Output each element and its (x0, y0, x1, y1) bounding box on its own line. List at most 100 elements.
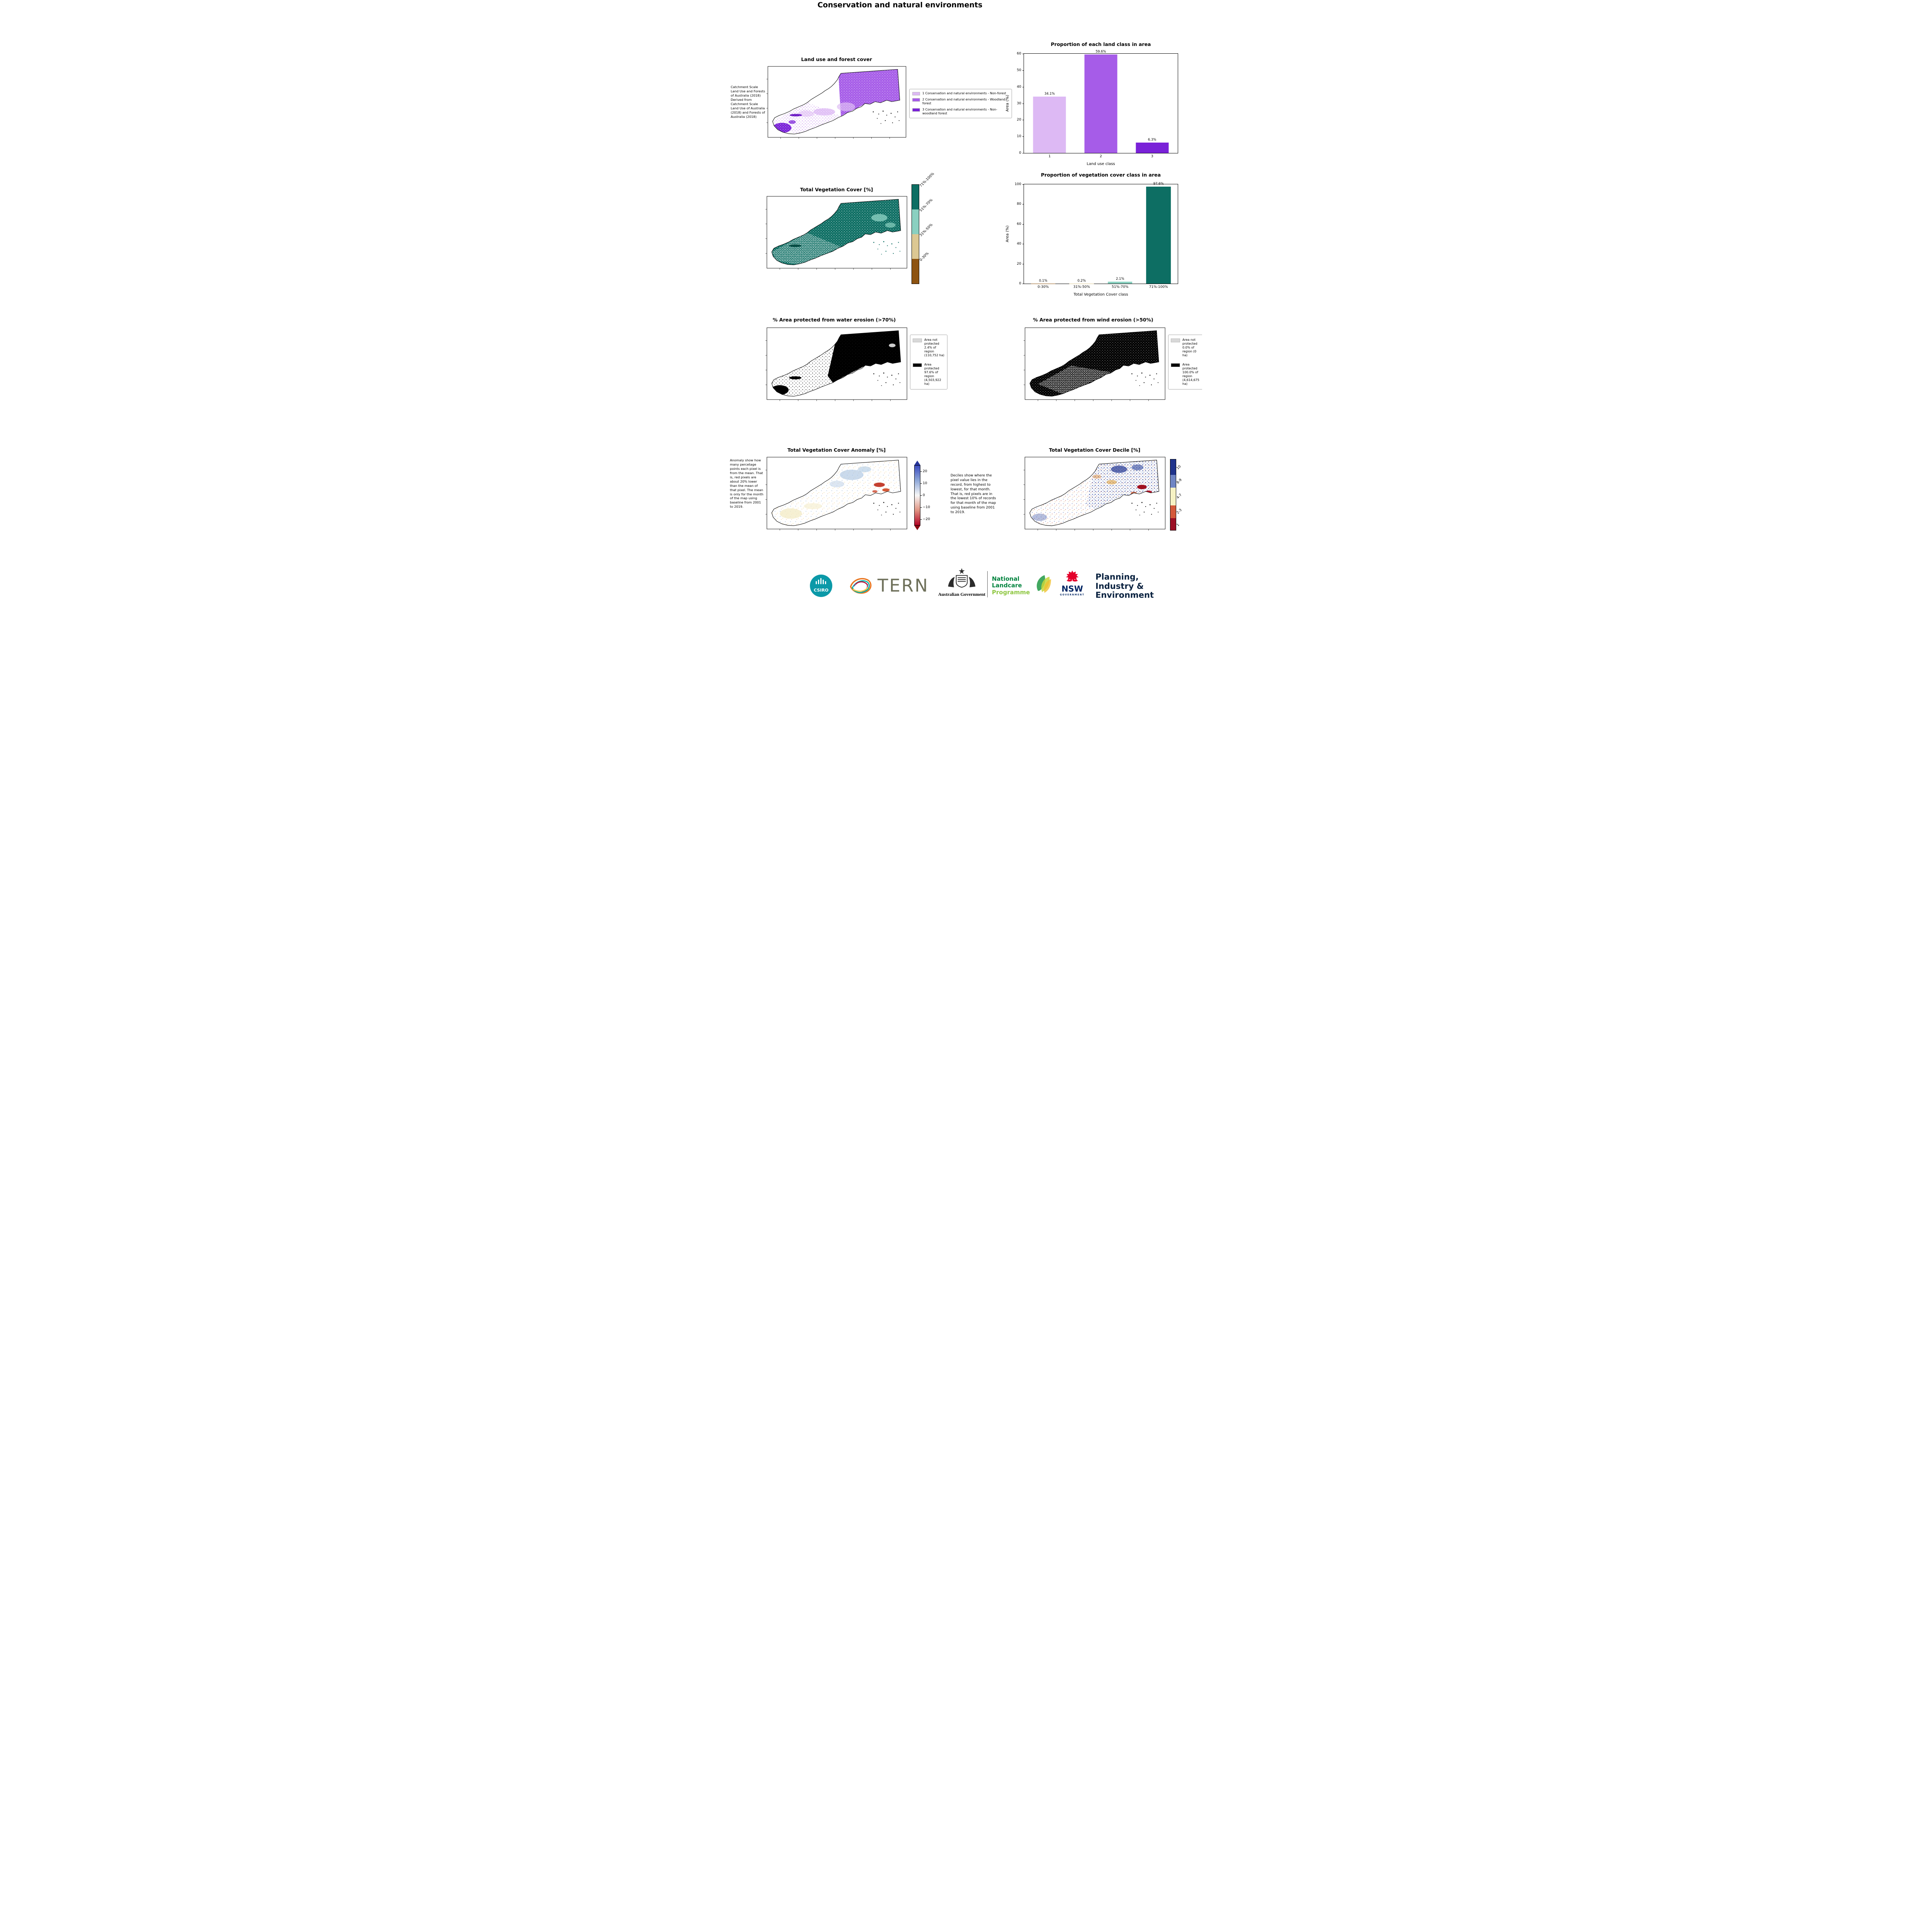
colorbar-tick-label: −10 (920, 505, 930, 509)
nsw-wordmark: NSW (1061, 584, 1083, 594)
colorbar-label: 10 (1176, 464, 1182, 471)
anomaly-colorbar-gradient: 20 10 0 −10 −20 (914, 465, 930, 526)
bar (1107, 281, 1133, 284)
colorbar-tick-label: 20 (920, 469, 927, 473)
legend-swatch (1171, 363, 1180, 367)
y-tick-label: 20 (1017, 262, 1024, 266)
australian-government-logo: Australian Government (938, 567, 986, 597)
veg-cover-map (765, 196, 908, 270)
nsw-government-label: GOVERNMENT (1060, 594, 1085, 596)
x-tick-label: 0-30% (1037, 285, 1049, 289)
australian-government-crest-icon (948, 568, 976, 588)
colorbar-label: 4-7 (1176, 493, 1183, 500)
y-tick-label: 40 (1017, 85, 1024, 89)
legend-label: 1 Conservation and natural environments … (922, 92, 1006, 95)
colorbar-segment (912, 259, 919, 284)
y-tick-label: 30 (1017, 101, 1024, 105)
legend-label: 3 Conservation and natural environments … (922, 108, 997, 115)
colorbar-tick-label: 10 (920, 481, 927, 485)
x-axis: 0-30% 31%-50% 51%-70% 71%-100% (1024, 285, 1178, 289)
colorbar-arrow-top (914, 461, 920, 465)
water-erosion-legend: Area not protected 2.4% of region (110,7… (910, 335, 947, 389)
x-tick-label: 1 (1048, 155, 1051, 158)
land-use-map-title: Land use and forest cover (801, 56, 872, 62)
water-erosion-map-canvas (765, 327, 907, 401)
anomaly-map (765, 456, 908, 531)
wind-erosion-map-canvas (1023, 327, 1165, 401)
land-class-chart: Proportion of each land class in area Ar… (1002, 41, 1184, 173)
x-tick-label: 31%-50% (1073, 285, 1090, 289)
bar-value-label: 59.6% (1095, 49, 1106, 54)
y-axis-label: Area (%) (1005, 225, 1010, 243)
x-axis-label: Total Vegetation Cover class (1073, 293, 1128, 297)
veg-cover-colorbar: 71%-100% 51%-70% 31%-50% 0-30% (912, 172, 935, 284)
bar-slot: 0.2% (1063, 184, 1101, 284)
planning-line2: Industry & (1095, 581, 1144, 591)
page-title: Conservation and natural environments (817, 1, 983, 9)
decile-map-canvas (1023, 457, 1166, 531)
y-tick-label: 0 (1019, 151, 1024, 155)
x-axis: 1 2 3 (1024, 155, 1178, 158)
legend-swatch (913, 338, 922, 342)
colorbar-segment (1170, 475, 1176, 488)
y-tick-label: 40 (1017, 242, 1024, 246)
x-tick-label: 51%-70% (1112, 285, 1129, 289)
bar-value-label: 0.2% (1077, 279, 1086, 283)
planning-industry-environment-logo: Planning, Industry & Environment (1095, 572, 1154, 600)
colorbar-label: 2-3 (1176, 508, 1183, 515)
bar-slot: 6.3% (1126, 54, 1178, 153)
bar-value-label: 97.6% (1153, 182, 1164, 186)
y-tick-label: 0 (1019, 282, 1024, 286)
tern-australia-icon (850, 578, 872, 594)
land-use-source-note: Catchment Scale Land Use and Forests of … (731, 85, 765, 119)
legend-item: 1 Conservation and natural environments … (912, 92, 1009, 95)
y-tick-label: 80 (1017, 202, 1024, 206)
colorbar-segment (1170, 518, 1176, 530)
legend-label: Area protected 97.6% of region (4,503,92… (924, 363, 941, 386)
bar-slot: 59.6% (1075, 50, 1127, 153)
x-tick-label: 3 (1151, 155, 1153, 158)
legend-swatch (912, 108, 920, 112)
landcare-line3: Programme (992, 588, 1030, 596)
colorbar-segment (912, 185, 919, 209)
land-use-map-canvas (766, 66, 906, 139)
bar-value-label: 2.1% (1116, 277, 1124, 281)
landcare-line1: National (992, 575, 1020, 582)
land-use-map (765, 66, 908, 139)
legend-item: Area not protected 2.4% of region (110,7… (913, 338, 945, 357)
anomaly-map-title: Total Vegetation Cover Anomaly [%] (787, 447, 886, 453)
nsw-waratah-icon (1066, 570, 1079, 582)
bar (1084, 54, 1117, 153)
csiro-logo: CSIRO (810, 575, 832, 597)
colorbar-tick-label: 0 (920, 493, 925, 497)
wind-erosion-legend: Area not protected 0.0% of region (0 ha)… (1168, 335, 1202, 389)
bar-slot: 0.1% (1024, 184, 1063, 284)
report-page: Conservation and natural environments La… (730, 0, 1202, 603)
colorbar-label: 71%-100% (919, 172, 935, 188)
colorbar-segment (1170, 459, 1176, 475)
y-tick-label: 20 (1017, 118, 1024, 122)
chart-title: Proportion of vegetation cover class in … (1041, 172, 1161, 178)
water-erosion-map (765, 327, 908, 402)
legend-swatch (913, 363, 922, 367)
legend-item: 3 Conservation and natural environments … (912, 108, 1009, 116)
colorbar-label: 31%-50% (919, 223, 934, 238)
wind-erosion-map-title: % Area protected from wind erosion (>50%… (1033, 317, 1153, 323)
veg-cover-map-title: Total Vegetation Cover [%] (800, 187, 873, 192)
colorbar-segment (912, 234, 919, 259)
australian-government-wordmark: Australian Government (938, 592, 986, 597)
colorbar-label: 8-9 (1176, 478, 1183, 485)
y-axis-label: Area (%) (1005, 95, 1010, 112)
landcare-line2: Landcare (992, 582, 1022, 589)
anomaly-note: Anomaly show how many percetage points e… (730, 458, 764, 509)
plot-area: 0.1% 0.2% 2.1% 97.6% (1024, 182, 1178, 284)
y-tick-label: 50 (1017, 68, 1024, 72)
decile-colorbar: 10 8-9 4-7 2-3 1 (1170, 459, 1183, 531)
planning-line3: Environment (1095, 590, 1154, 600)
wind-erosion-map (1023, 327, 1167, 402)
landcare-leaf-icon (1037, 575, 1051, 593)
csiro-wordmark: CSIRO (814, 588, 828, 593)
bar-slot: 2.1% (1101, 184, 1139, 284)
legend-label: 2 Conservation and natural environments … (922, 98, 1005, 105)
y-tick-label: 60 (1017, 52, 1024, 56)
